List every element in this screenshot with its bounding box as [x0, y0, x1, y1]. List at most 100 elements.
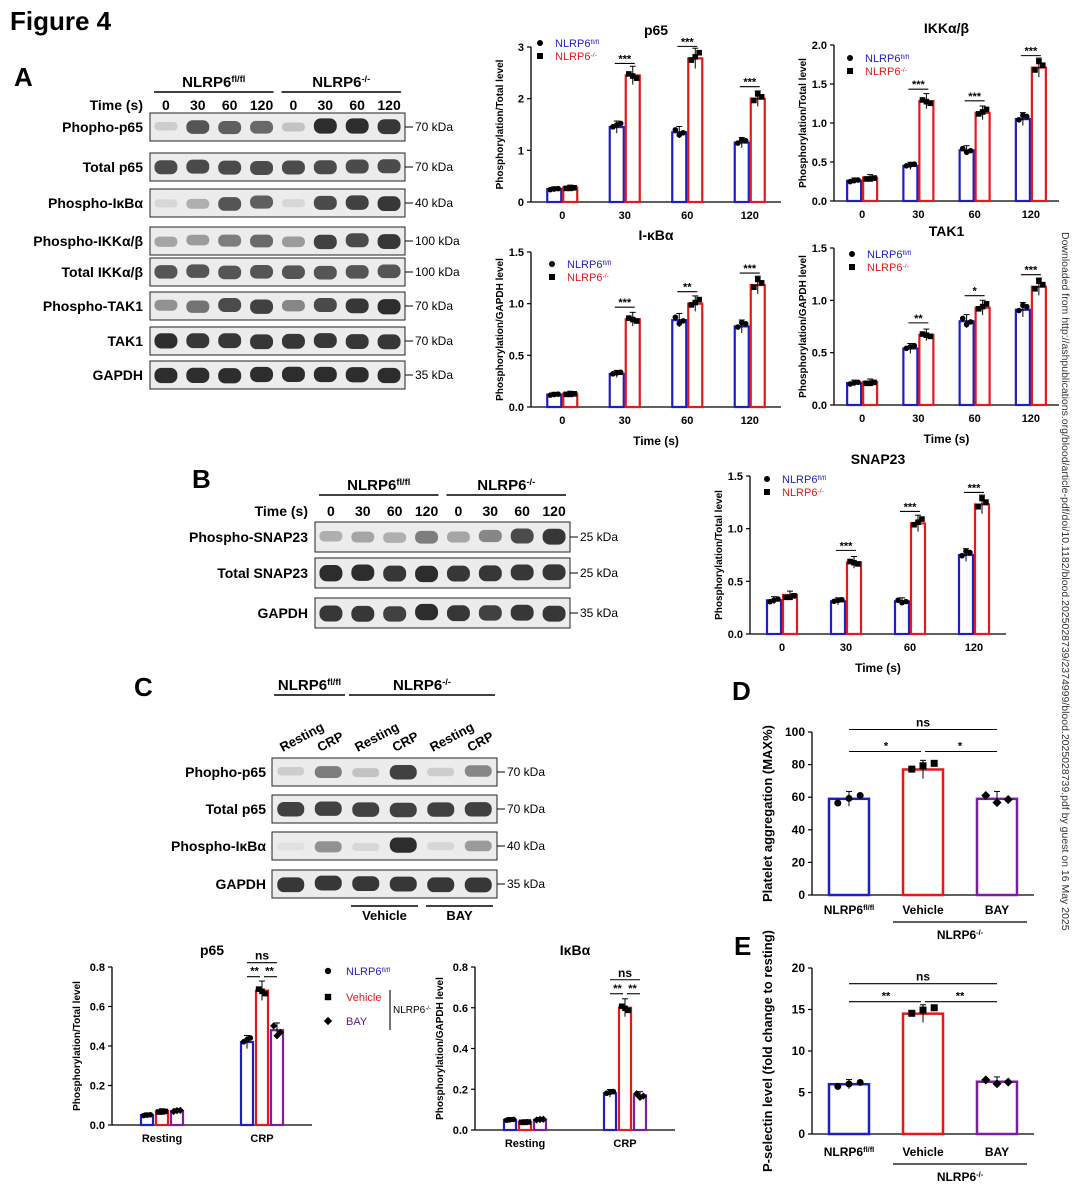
blot-band: [510, 564, 534, 581]
chart-C-p65: 0.0 0.2 0.4 0.6 0.8 Phosphorylation/Total lev…: [72, 942, 312, 1145]
data-point: [845, 794, 853, 802]
data-point: [533, 1116, 541, 1124]
y-tick-label: 100: [785, 725, 805, 739]
kda-label: 100 kDa: [415, 265, 460, 279]
blot-band: [154, 199, 178, 208]
y-tick-label: 5: [798, 1086, 805, 1100]
blot-band: [277, 877, 305, 893]
blot-label: TAK1: [107, 333, 143, 349]
significance-label: ***: [743, 77, 757, 89]
bar: [617, 1006, 633, 1132]
data-point: [1039, 281, 1046, 288]
x-tick-label: 120: [1022, 413, 1040, 425]
y-tick-label: 0.0: [812, 196, 827, 208]
bar: [975, 1080, 1019, 1136]
time-point-label: 120: [415, 503, 439, 519]
bar: [1030, 66, 1047, 203]
y-tick-label: 0.0: [453, 1125, 468, 1137]
blot-band: [313, 234, 337, 250]
data-point: [525, 1119, 532, 1125]
data-point: [537, 53, 543, 59]
blot-band: [345, 334, 369, 349]
label-superscript: -/-: [817, 488, 823, 495]
data-point: [758, 280, 765, 286]
bar: [733, 141, 750, 204]
time-point-label: 30: [483, 503, 499, 519]
data-point: [908, 765, 916, 773]
blot-band: [250, 265, 274, 279]
blot-band: [377, 234, 401, 249]
significance-label: **: [882, 991, 891, 1003]
significance-label: ns: [255, 949, 269, 963]
x-tick-label: 30: [619, 415, 631, 427]
kda-label: 25 kDa: [580, 530, 618, 544]
data-point: [871, 175, 877, 181]
x-tick-label: 60: [969, 209, 981, 221]
significance-label: *: [958, 740, 963, 752]
significance-label: *: [972, 286, 977, 298]
blot-band: [218, 197, 242, 211]
blot-band: [377, 159, 401, 174]
bar: [893, 600, 911, 636]
x-group-label-ko: NLRP6-/-: [937, 928, 984, 943]
label-superscript: fl/fl: [902, 250, 911, 257]
significance-label: ***: [912, 79, 926, 91]
data-point: [1032, 67, 1038, 73]
y-tick-label: 80: [792, 758, 806, 772]
chart-title: I-κBα: [638, 227, 673, 243]
x-tick-label: 30: [912, 413, 924, 425]
blot-band: [186, 198, 210, 209]
y-tick-label: 0.0: [509, 402, 524, 414]
blot-box: [271, 869, 498, 899]
data-point: [633, 75, 640, 81]
kda-label: 40 kDa: [415, 196, 453, 210]
blot-band: [154, 265, 178, 279]
x-axis-label: Time (s): [855, 661, 901, 675]
blot-band: [250, 299, 274, 314]
y-tick-label: 0.2: [90, 1081, 105, 1093]
blot-band: [218, 121, 242, 135]
blot-band: [218, 160, 242, 175]
blot-band: [351, 605, 375, 622]
data-point: [680, 318, 686, 324]
y-tick-label: 1.5: [509, 247, 524, 259]
data-point: [1039, 62, 1046, 69]
blot-band: [314, 801, 342, 816]
blot-band: [464, 877, 492, 893]
kda-label: 25 kDa: [580, 566, 618, 580]
data-point: [930, 1004, 938, 1012]
time-point-label: 120: [542, 503, 566, 519]
label-superscript: -/-: [902, 263, 908, 270]
bar: [958, 149, 975, 203]
y-tick-label: 0.2: [453, 1084, 468, 1096]
label-base: NLRP6: [312, 74, 361, 91]
legend-label-ko: NLRP6-/-: [567, 272, 609, 284]
data-point: [1003, 795, 1013, 805]
blot-band: [154, 299, 178, 311]
legend-label-flfl: NLRP6fl/fl: [346, 966, 391, 978]
data-point: [908, 1009, 916, 1017]
label-base: NLRP6: [346, 966, 381, 978]
blot-band: [281, 160, 305, 175]
kda-label: 70 kDa: [415, 334, 453, 348]
blot-band: [345, 195, 369, 210]
significance-label: **: [628, 983, 637, 995]
bar: [269, 1029, 285, 1127]
label-superscript: fl/fl: [602, 260, 611, 267]
time-point-label: 30: [190, 97, 206, 113]
blot-band: [186, 120, 210, 134]
data-point: [930, 759, 938, 767]
y-axis-label: Phosphorylation/GAPDH level: [435, 977, 446, 1120]
blot-band: [446, 565, 470, 582]
data-point: [967, 147, 974, 154]
blot-band: [352, 876, 380, 892]
y-tick-label: 3: [518, 42, 524, 54]
blot-band: [542, 605, 566, 622]
significance-label: **: [613, 983, 622, 995]
data-point: [147, 1111, 154, 1118]
data-point: [919, 762, 927, 770]
blot-band: [281, 366, 305, 383]
kda-label: 40 kDa: [507, 839, 545, 853]
